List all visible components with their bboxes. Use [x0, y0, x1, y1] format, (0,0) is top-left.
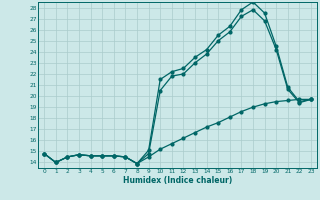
X-axis label: Humidex (Indice chaleur): Humidex (Indice chaleur) [123, 176, 232, 185]
